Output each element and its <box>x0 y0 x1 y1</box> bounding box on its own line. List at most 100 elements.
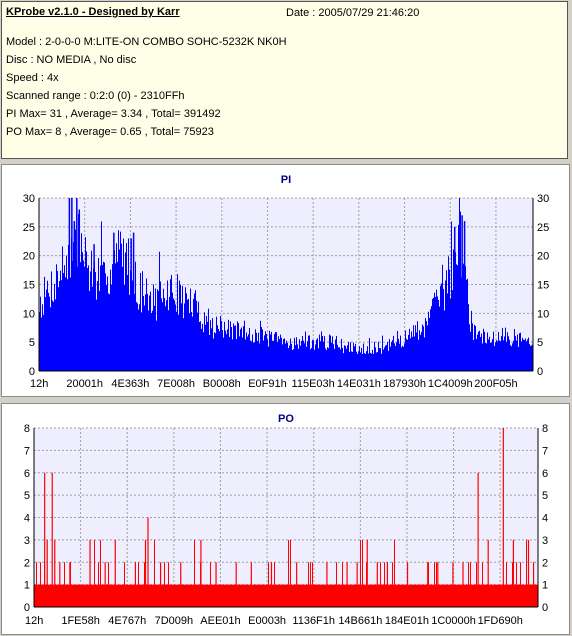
pi-bar <box>282 344 283 371</box>
pi-bar <box>143 295 144 371</box>
po-bar <box>147 517 149 607</box>
pi-bar <box>383 349 384 371</box>
pi-bar <box>86 251 87 371</box>
pi-bar <box>316 339 317 371</box>
pi-bar <box>414 336 415 371</box>
po-bar <box>520 562 521 607</box>
pi-bar <box>478 331 479 371</box>
pi-bar <box>217 325 218 371</box>
pi-bar <box>212 318 213 371</box>
pi-bar <box>102 264 103 371</box>
pi-bar <box>185 287 186 371</box>
pi-bar <box>374 341 375 371</box>
pi-bar <box>238 323 239 371</box>
po-bar <box>108 562 109 607</box>
x-tick-label: 4E363h <box>111 378 149 390</box>
pi-bar <box>67 279 68 371</box>
pi-bar <box>46 289 47 371</box>
pi-bar <box>260 320 261 371</box>
pi-bar <box>89 291 90 371</box>
pi-bar <box>254 342 255 371</box>
pi-bar <box>526 341 527 371</box>
pi-bar <box>476 338 477 371</box>
pi-bar <box>405 330 406 371</box>
pi-bar <box>421 331 422 371</box>
x-tick-label: 187930h <box>383 378 426 390</box>
pi-bar <box>413 325 414 371</box>
pi-bar <box>169 296 170 371</box>
pi-bar <box>343 353 344 371</box>
y-tick-label-right: 4 <box>542 513 548 525</box>
pi-bar <box>518 346 519 371</box>
pi-bar <box>175 304 176 371</box>
pi-bar <box>239 336 240 371</box>
pi-bar <box>68 244 69 371</box>
pi-chart: PI 0 0 5 5 10 10 15 15 20 20 25 25 30 30 12h 20001h 4E363… <box>23 174 550 390</box>
x-tick-label: 14E031h <box>337 378 381 390</box>
pi-bar <box>269 330 270 371</box>
pi-bar <box>186 293 187 371</box>
pi-bar <box>375 347 376 371</box>
y-tick-label-left: 25 <box>23 222 35 234</box>
pi-bar <box>101 221 102 371</box>
pi-bar <box>479 330 480 371</box>
pi-bar <box>310 349 311 371</box>
pi-bar <box>220 315 221 371</box>
pi-bar <box>110 269 111 371</box>
y-tick-label-left: 20 <box>23 251 35 263</box>
pi-bar <box>47 280 48 371</box>
pi-bar <box>97 281 98 371</box>
pi-bar <box>499 340 500 371</box>
pi-bar <box>348 342 349 371</box>
po-bar <box>51 472 53 607</box>
pi-bar <box>511 346 512 371</box>
po-bar <box>98 562 99 607</box>
pi-bar <box>100 265 101 371</box>
pi-bar <box>41 317 42 371</box>
pi-bar <box>430 309 431 371</box>
pi-bar <box>305 331 306 371</box>
x-tick-label: 115E03h <box>292 378 335 390</box>
pi-bar <box>250 340 251 371</box>
pi-bar <box>352 351 353 371</box>
pi-bar <box>177 274 178 371</box>
pi-bar <box>112 264 113 371</box>
pi-bar <box>75 229 76 371</box>
pi-bar <box>159 251 160 371</box>
po-bar <box>40 562 41 607</box>
x-tick-label: 1C4009h <box>428 378 473 390</box>
po-bar <box>250 562 252 607</box>
pi-bar <box>61 280 62 371</box>
pi-bar <box>183 318 184 371</box>
pi-bar <box>297 344 298 371</box>
pi-bar <box>126 243 127 371</box>
pi-bar <box>456 264 457 371</box>
pi-bar <box>130 238 132 371</box>
po-bar <box>194 539 195 607</box>
y-tick-label-left: 8 <box>24 423 30 435</box>
x-tick-label: 12h <box>30 378 48 390</box>
po-bar <box>46 539 48 607</box>
pi-bar <box>381 353 382 371</box>
pi-bar <box>471 310 472 371</box>
y-tick-label-left: 7 <box>24 445 30 457</box>
pi-bar <box>497 341 498 371</box>
pi-bar <box>380 348 381 371</box>
pi-bar <box>409 328 410 371</box>
pi-bar <box>272 340 273 371</box>
pi-bar <box>453 249 454 371</box>
pi-bar <box>449 269 450 371</box>
pi-bar <box>420 334 421 371</box>
pi-bar <box>149 295 150 371</box>
pi-bar <box>71 198 73 371</box>
po-bar <box>144 539 147 607</box>
pi-bar <box>278 336 279 371</box>
pi-bar <box>231 327 232 371</box>
pi-bar <box>206 315 207 371</box>
pi-bar <box>199 321 200 371</box>
pi-bar <box>314 349 315 371</box>
y-tick-label-left: 3 <box>24 535 30 547</box>
pi-bar <box>423 326 424 371</box>
pi-bar <box>52 300 53 371</box>
pi-bar <box>223 337 224 371</box>
